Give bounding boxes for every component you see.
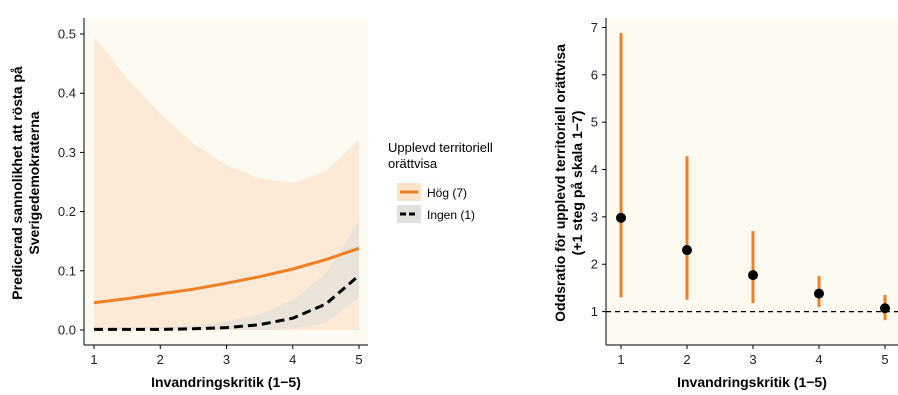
- series-line-hog: [93, 246, 360, 305]
- legend-title-line-1: Upplevd territoriell: [388, 140, 493, 155]
- right-y-tick-label: 1: [591, 304, 598, 319]
- legend: Upplevd territoriell orättvisa Hög (7) I…: [388, 140, 493, 223]
- data-point: [748, 270, 758, 281]
- right-x-tick-label: 5: [881, 352, 888, 367]
- left-series-lines: [93, 246, 360, 331]
- band-ingen: [94, 220, 359, 330]
- left-x-tick-label: 3: [223, 352, 230, 367]
- legend-title-line-2: orättvisa: [388, 156, 438, 171]
- right-error-bars: [619, 33, 887, 321]
- right-y-ticks: 1 2 3 4 5 6 7: [591, 20, 606, 319]
- data-point: [682, 245, 692, 256]
- legend-label-ingen: Ingen (1): [427, 208, 475, 222]
- legend-label-hog: Hög (7): [427, 186, 467, 200]
- right-x-tick-label: 3: [749, 352, 756, 367]
- left-y-ticks: 0.0 0.1 0.2 0.3 0.4 0.5: [58, 27, 84, 338]
- data-point: [880, 303, 890, 314]
- right-y-tick-label: 3: [591, 209, 598, 224]
- left-y-tick-label: 0.5: [58, 27, 76, 42]
- right-x-tick-label: 4: [815, 352, 822, 367]
- left-y-axis-title-line-1: Predicerad sannolikhet att rösta på: [9, 66, 25, 300]
- left-x-tick-label: 1: [90, 352, 97, 367]
- right-x-ticks: 1 2 3 4 5: [617, 345, 889, 367]
- right-chart: 1 2 3 4 5 6 7 1 2 3 4 5 Invandringskritik (1−5) Od…: [552, 18, 898, 390]
- right-x-axis-title: Invandringskritik (1−5): [677, 374, 827, 390]
- right-y-tick-label: 7: [591, 20, 598, 35]
- data-point: [616, 212, 626, 223]
- left-x-tick-label: 5: [355, 352, 362, 367]
- right-y-axis-title-line-2: (+1 steg på skala 1−7): [569, 111, 585, 256]
- data-point: [814, 288, 824, 299]
- left-x-tick-label: 4: [289, 352, 296, 367]
- left-x-tick-label: 2: [157, 352, 164, 367]
- right-x-tick-label: 1: [617, 352, 624, 367]
- right-x-tick-label: 2: [683, 352, 690, 367]
- series-line-ingen: [94, 274, 360, 331]
- left-y-tick-label: 0.0: [58, 323, 76, 338]
- left-y-tick-label: 0.3: [58, 145, 76, 160]
- left-y-tick-label: 0.2: [58, 204, 76, 219]
- left-x-ticks: 1 2 3 4 5: [90, 345, 363, 367]
- left-y-axis-title-line-2: Sverigedemokraterna: [26, 111, 42, 254]
- right-y-axis-title-line-1: Oddsratio för upplevd territoriell orätt…: [552, 44, 568, 322]
- right-y-tick-label: 2: [591, 257, 598, 272]
- left-confidence-bands: [94, 37, 359, 330]
- left-y-tick-label: 0.4: [58, 86, 76, 101]
- right-y-tick-label: 6: [591, 67, 598, 82]
- right-y-tick-label: 5: [591, 115, 598, 130]
- right-axes: [605, 18, 898, 346]
- left-chart: 0.0 0.1 0.2 0.3 0.4 0.5 1 2 3 4 5 Invandringskrit…: [9, 18, 368, 390]
- right-points: [616, 212, 890, 314]
- left-x-axis-title: Invandringskritik (1−5): [151, 374, 301, 390]
- right-y-tick-label: 4: [591, 162, 598, 177]
- band-hog: [94, 37, 359, 330]
- left-y-tick-label: 0.1: [58, 263, 76, 278]
